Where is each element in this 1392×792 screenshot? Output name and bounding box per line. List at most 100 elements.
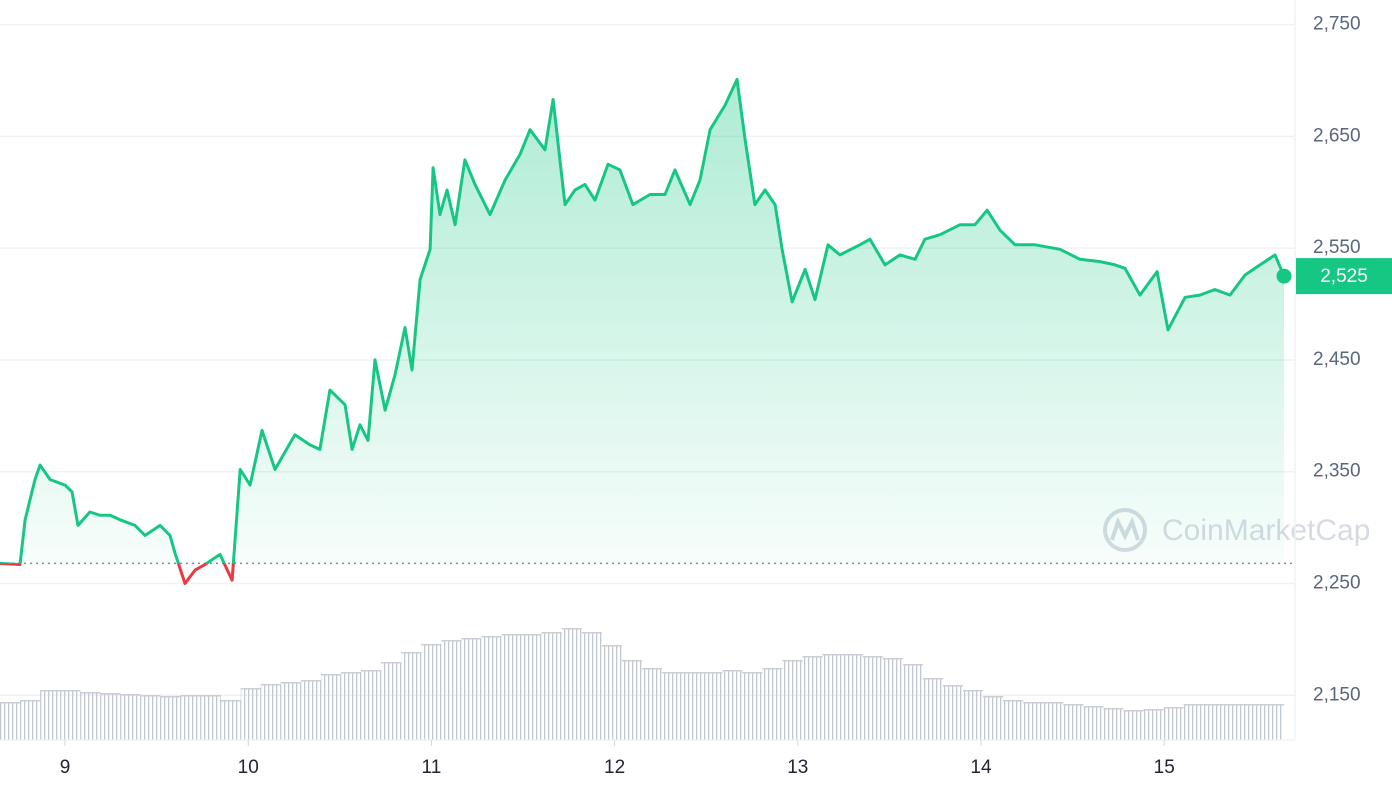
volume-bar [541,632,562,740]
volume-bar [1063,704,1084,740]
volume-bar-top [722,670,743,672]
volume-bar [882,658,903,740]
volume-bar [521,634,542,740]
volume-bar-top [922,678,943,680]
last-price-dot [1276,268,1292,284]
volume-bar-top [481,636,502,638]
volume-bar-top [140,695,161,697]
x-tick-label: 9 [60,757,71,778]
volume-bar [1103,708,1124,740]
volume-bar-top [80,692,101,694]
volume-bar [561,628,582,740]
volume-bar [461,638,482,740]
volume-bar-top [642,668,663,670]
volume-bar [842,654,863,740]
volume-bar [682,672,703,740]
volume-bar-top [902,664,923,666]
last-price-label: 2,525 [1320,266,1368,287]
volume-bar [20,700,41,740]
volume-bar-top [1043,702,1064,704]
volume-bar-top [240,688,261,690]
volume-bar [381,662,402,740]
volume-bar-top [220,700,241,702]
volume-bar [1163,707,1184,740]
volume-bar [441,640,462,740]
volume-bar [742,672,763,740]
volume-bar-top [1243,704,1264,706]
volume-bar [862,656,883,740]
volume-bar [321,674,342,740]
volume-bar [40,690,61,740]
volume-bar-top [381,662,402,664]
volume-bar [1223,704,1244,740]
volume-bar-top [341,672,362,674]
volume-bar-top [1143,709,1164,711]
y-tick-label: 2,150 [1313,684,1361,705]
volume-bar-top [1023,702,1044,704]
volume-bar-top [501,634,522,636]
volume-bar-top [621,660,643,662]
volume-bar [80,692,101,740]
volume-bar [401,652,422,740]
volume-bar-top [541,632,562,634]
volume-bar-top [20,700,41,702]
volume-bar-top [300,680,322,682]
volume-bar [160,696,181,740]
volume-bar-top [0,702,21,704]
volume-bar [1043,702,1064,740]
y-tick-label: 2,450 [1313,349,1361,370]
x-tick-label: 15 [1154,757,1175,778]
volume-bar-top [60,690,81,692]
volume-bar-top [963,690,984,692]
volume-bar-top [983,696,1004,698]
volume-bar-top [1223,704,1244,706]
volume-bar [60,690,81,740]
last-price-box [1296,258,1392,295]
x-tick-label: 13 [787,757,808,778]
volume-bar-top [421,644,442,646]
volume-bar-top [100,693,121,695]
volume-bar-top [1083,706,1104,708]
volume-bar-top [401,652,422,654]
volume-bar [240,688,261,740]
volume-bar [662,672,683,740]
volume-bar [782,660,803,740]
volume-bar-top [581,632,602,634]
x-tick-label: 10 [238,757,259,778]
volume-bar-top [1183,704,1204,706]
volume-bar [902,664,923,740]
volume-bar-top [862,656,883,658]
volume-bar-top [822,654,843,656]
volume-bar [802,656,823,740]
price-line-up [0,77,1286,564]
volume-bar-top [662,672,683,674]
volume-bar [1003,700,1024,740]
volume-bar [180,695,201,740]
volume-bar-top [1163,707,1184,709]
volume-bar-top [762,668,783,670]
volume-bar [822,654,843,740]
volume-bar-top [742,672,763,674]
volume-bar [922,678,943,740]
volume-bar-top [461,638,482,640]
y-tick-label: 2,750 [1313,14,1361,35]
volume-bar [942,685,964,740]
volume-bar [621,660,643,740]
volume-bar-top [321,674,342,676]
volume-bar-top [361,670,382,672]
volume-bar-top [1003,700,1024,702]
volume-bar-top [682,672,703,674]
price-series [0,77,1295,585]
volume-bar-top [180,695,201,697]
volume-bar [581,632,602,740]
volume-bar-top [942,685,964,687]
volume-bar-top [521,634,542,636]
volume-bar [361,670,382,740]
volume-bar-top [1203,704,1224,706]
volume-bar-top [802,656,823,658]
volume-bar [762,668,783,740]
volume-bar [200,695,221,740]
volume-bar [1203,704,1224,740]
volume-bar-top [561,628,582,630]
